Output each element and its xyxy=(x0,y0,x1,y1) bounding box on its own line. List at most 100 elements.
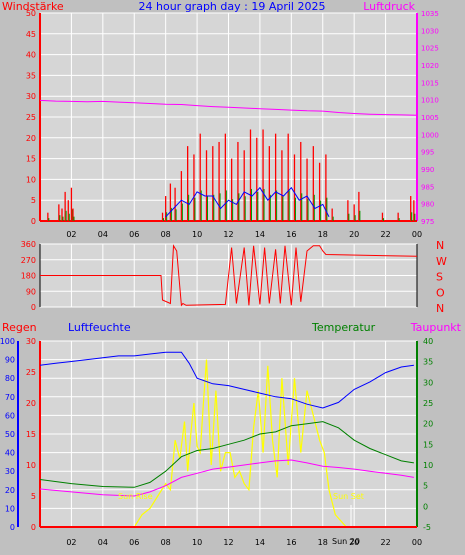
x-tick-label: 06 xyxy=(129,230,139,239)
pressure-line xyxy=(39,99,418,116)
left-tick-label: 35 xyxy=(26,71,36,80)
wind-pressure-panel: 0510152025303540455097598098599099510001… xyxy=(26,9,439,239)
x-tick-label: 04 xyxy=(98,538,108,547)
rain-humidity-temperature-panel: 0102030405060708090100051015202530-50510… xyxy=(0,337,433,547)
taupunkt-label: Taupunkt xyxy=(410,321,462,334)
humidity-tick-label: 40 xyxy=(5,449,15,458)
x-tick-label: 08 xyxy=(161,230,171,239)
right-tick-label: 1010 xyxy=(421,97,439,105)
humidity-tick-label: 100 xyxy=(0,337,15,346)
x-tick-label: 10 xyxy=(192,230,202,239)
chart-title: 24 hour graph day : 19 April 2025 xyxy=(139,0,326,13)
right-tick-label: 1015 xyxy=(421,79,439,87)
left-tick-label: 45 xyxy=(26,30,36,39)
left-tick-label: 5 xyxy=(31,196,36,205)
rain-tick-label: 25 xyxy=(26,368,36,377)
direction-tick-label: 360 xyxy=(21,240,36,249)
humidity-tick-label: 70 xyxy=(5,393,15,402)
humidity-line xyxy=(39,351,414,409)
x-tick-label: 16 xyxy=(286,230,296,239)
compass-label: N xyxy=(436,302,444,315)
luftfeuchte-label: Luftfeuchte xyxy=(68,321,131,334)
temperature-line xyxy=(39,421,414,488)
humidity-tick-label: 60 xyxy=(5,411,15,420)
temperature-tick-label: 0 xyxy=(423,502,428,511)
humidity-tick-label: 80 xyxy=(5,374,15,383)
x-tick-label: 00 xyxy=(412,538,422,547)
humidity-tick-label: 50 xyxy=(5,430,15,439)
left-tick-label: 10 xyxy=(26,175,36,184)
compass-label: N xyxy=(436,239,444,252)
x-tick-label: 14 xyxy=(255,230,265,239)
windstarke-label: Windstärke xyxy=(2,0,64,13)
regen-label: Regen xyxy=(2,321,37,334)
compass-label: W xyxy=(436,255,447,268)
x-tick-label: 20 xyxy=(349,230,359,239)
direction-tick-label: 180 xyxy=(21,272,36,281)
right-tick-label: 1000 xyxy=(421,131,439,139)
gust-line xyxy=(165,186,330,218)
sun-set-label: Sun Set xyxy=(333,492,364,501)
x-tick-label: 00 xyxy=(412,230,422,239)
left-tick-label: 20 xyxy=(26,134,36,143)
rain-tick-label: 10 xyxy=(26,461,36,470)
humidity-tick-label: 90 xyxy=(5,356,15,365)
direction-tick-label: 90 xyxy=(26,287,36,296)
left-tick-label: 40 xyxy=(26,51,36,60)
right-tick-label: 1025 xyxy=(421,45,439,53)
temperature-tick-label: 35 xyxy=(423,358,433,367)
direction-tick-label: 0 xyxy=(31,303,36,312)
x-tick-label: 12 xyxy=(223,230,233,239)
right-tick-label: 985 xyxy=(421,183,434,191)
rain-tick-label: 20 xyxy=(26,399,36,408)
right-tick-label: 975 xyxy=(421,218,434,226)
direction-tick-label: 270 xyxy=(21,256,36,265)
x-tick-label: 12 xyxy=(223,538,233,547)
temperature-tick-label: -5 xyxy=(423,523,431,532)
temperature-tick-label: 30 xyxy=(423,378,433,387)
left-tick-label: 50 xyxy=(26,9,36,18)
left-tick-label: 0 xyxy=(31,217,36,226)
rain-tick-label: 15 xyxy=(26,430,36,439)
compass-label: S xyxy=(436,271,443,284)
temperature-tick-label: 25 xyxy=(423,399,433,408)
right-tick-label: 995 xyxy=(421,149,434,157)
x-tick-label: 22 xyxy=(380,538,390,547)
rain-tick-label: 0 xyxy=(31,523,36,532)
x-tick-label: 04 xyxy=(98,230,108,239)
luftdruck-label: Luftdruck xyxy=(363,0,415,13)
temperature-tick-label: 10 xyxy=(423,461,433,470)
compass-label: O xyxy=(436,286,445,299)
temperature-tick-label: 40 xyxy=(423,337,433,346)
right-tick-label: 990 xyxy=(421,166,434,174)
x-tick-label: 22 xyxy=(380,230,390,239)
rain-tick-label: 30 xyxy=(26,337,36,346)
x-tick-label: 18 xyxy=(318,230,328,239)
sun-20-label: Sun 20 xyxy=(332,537,360,546)
x-tick-label: 16 xyxy=(286,538,296,547)
right-tick-label: 980 xyxy=(421,201,434,209)
temperature-tick-label: 20 xyxy=(423,420,433,429)
x-tick-label: 10 xyxy=(192,538,202,547)
rain-tick-label: 5 xyxy=(31,492,36,501)
wind-direction-line xyxy=(40,244,418,307)
x-tick-label: 14 xyxy=(255,538,265,547)
x-tick-label: 06 xyxy=(129,538,139,547)
right-tick-label: 1030 xyxy=(421,27,439,35)
left-tick-label: 30 xyxy=(26,92,36,101)
humidity-tick-label: 20 xyxy=(5,486,15,495)
dewpoint-line xyxy=(39,459,414,497)
temperature-tick-label: 5 xyxy=(423,482,428,491)
humidity-tick-label: 0 xyxy=(10,523,15,532)
solar-line xyxy=(40,359,417,528)
right-tick-label: 1005 xyxy=(421,114,439,122)
humidity-tick-label: 10 xyxy=(5,504,15,513)
x-tick-label: 02 xyxy=(66,538,76,547)
right-tick-label: 1035 xyxy=(421,10,439,18)
sun-rise-label: Sun Rise xyxy=(118,492,153,501)
temperature-tick-label: 15 xyxy=(423,440,433,449)
x-tick-label: 02 xyxy=(66,230,76,239)
temperatur-label: Temperatur xyxy=(311,321,376,334)
